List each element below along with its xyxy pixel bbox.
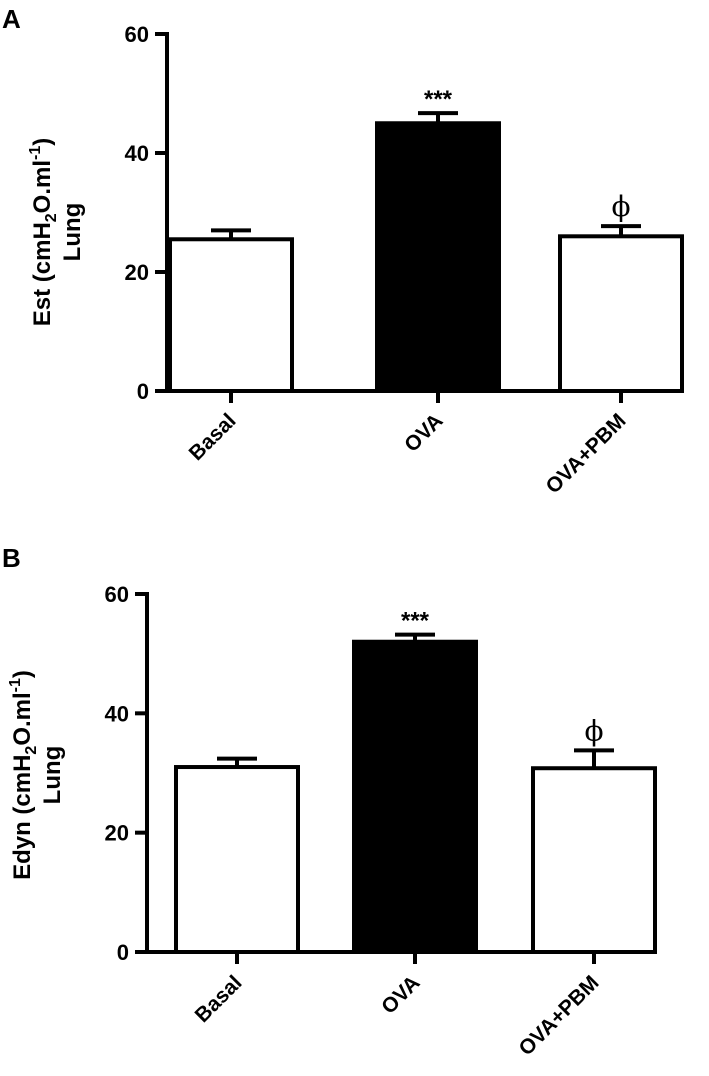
x-tick-label: Basal [191, 971, 247, 1027]
significance-stars: *** [424, 86, 453, 113]
bar-basal [174, 765, 300, 954]
significance-phi: ϕ [584, 714, 603, 747]
x-tick-label: OVA [400, 409, 447, 456]
bar-ova-pbm [531, 766, 657, 955]
significance-stars: *** [401, 608, 430, 635]
panel-letter: B [2, 543, 21, 573]
y-axis-label: Est (cmH2O.ml-1)Lung [27, 138, 86, 327]
y-axis-label-line2: Lung [39, 746, 66, 805]
bar-ova-pbm [558, 234, 684, 393]
significance-phi: ϕ [611, 190, 630, 223]
bar-ova [375, 121, 501, 393]
x-tick-label: OVA+PBM [515, 971, 604, 1060]
y-tick-label: 20 [105, 821, 129, 846]
panel-a: A *** ϕ 0 20 40 60 Basal OVA OVA+PBM Est (cmH2O.ml… [2, 4, 684, 498]
y-tick-label: 60 [105, 582, 129, 607]
y-axis-label-line2: Lung [59, 203, 86, 262]
panel-b: B *** ϕ 0 20 40 60 Basal OVA OVA+PBM Edyn (cmH2O.m… [2, 543, 657, 1060]
y-tick-label: 60 [125, 22, 149, 47]
y-tick-label: 0 [117, 940, 129, 965]
y-tick-label: 40 [105, 701, 129, 726]
bar-ova [352, 639, 478, 954]
y-axis-label-line1: Edyn (cmH2O.ml-1) [7, 670, 40, 880]
x-tick-label: Basal [185, 409, 241, 465]
y-tick-label: 20 [125, 260, 149, 285]
y-axis-label-line1: Est (cmH2O.ml-1) [27, 138, 60, 327]
bar-basal [168, 237, 294, 393]
y-tick-label: 0 [137, 379, 149, 404]
x-tick-label: OVA [377, 971, 424, 1018]
panel-letter: A [2, 4, 21, 34]
y-axis-label: Edyn (cmH2O.ml-1)Lung [7, 670, 66, 880]
x-tick-label: OVA+PBM [542, 409, 631, 498]
y-tick-label: 40 [125, 141, 149, 166]
